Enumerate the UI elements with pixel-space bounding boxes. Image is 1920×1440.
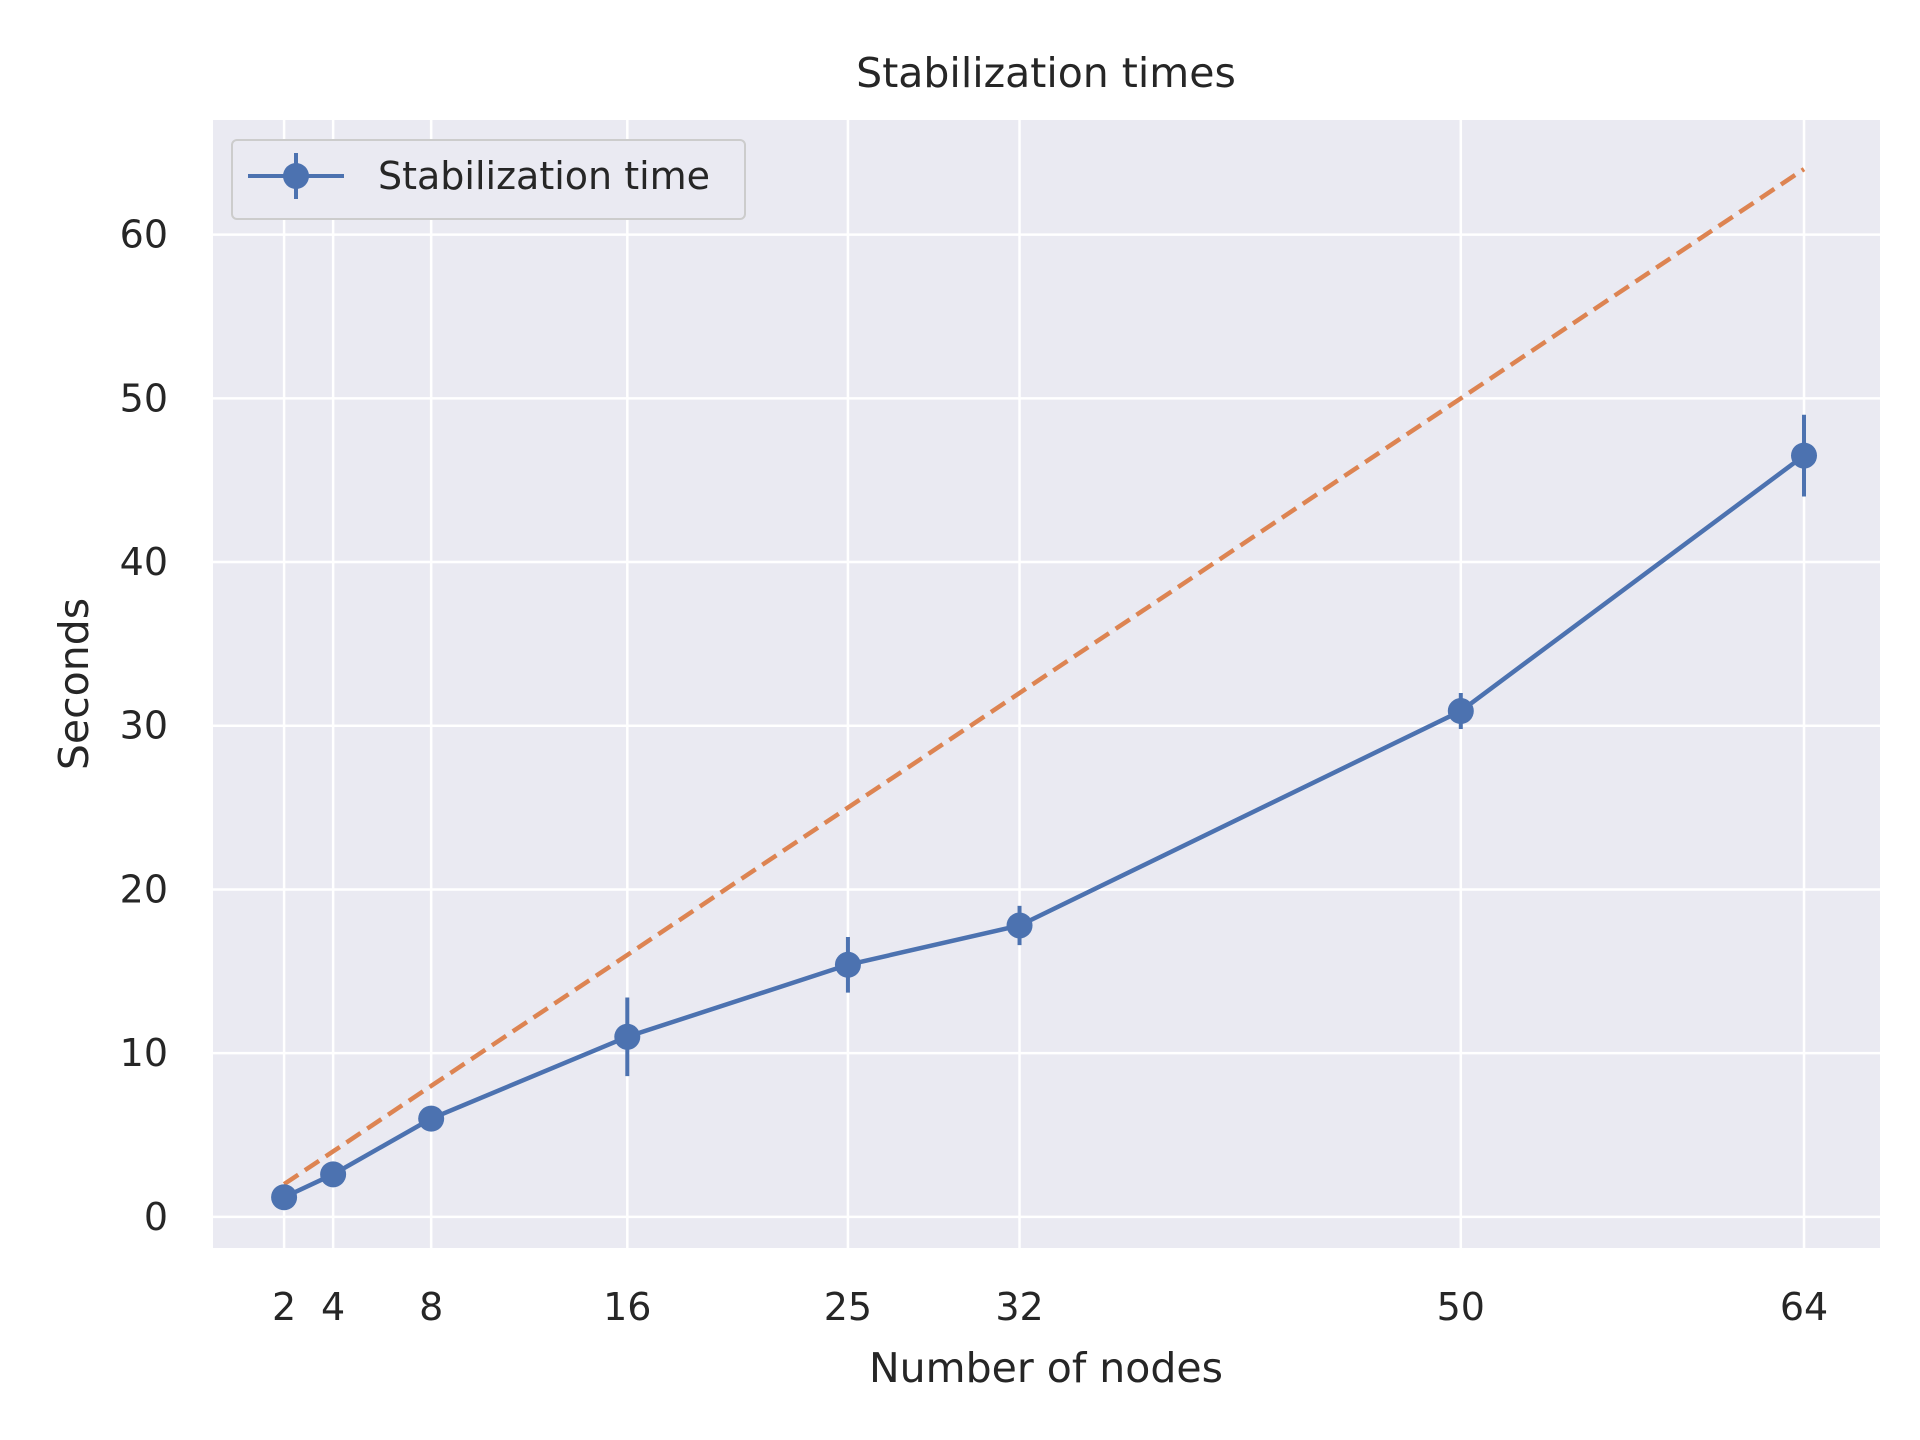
x-tick-label: 64	[1780, 1285, 1828, 1329]
data-point	[271, 1184, 298, 1211]
legend: Stabilization time	[231, 139, 746, 220]
legend-box	[231, 139, 746, 220]
tick-labels: 2 4 8 16 25 32 50 64 0 10 20 30 40 50 60	[120, 213, 1829, 1329]
stabilization-time-line	[283, 453, 1806, 1200]
data-point	[320, 1161, 347, 1188]
data-point	[1006, 912, 1033, 939]
y-tick-label: 50	[120, 376, 168, 420]
data-point	[834, 951, 861, 978]
plot-area	[213, 120, 1880, 1248]
x-tick-label: 2	[272, 1285, 296, 1329]
x-tick-label: 25	[824, 1285, 872, 1329]
x-axis-label: Number of nodes	[869, 1344, 1223, 1392]
data-point	[1791, 442, 1818, 469]
y-tick-label: 30	[120, 704, 168, 748]
legend-marker-swatch	[283, 163, 309, 189]
y-tick-label: 10	[120, 1031, 168, 1075]
x-tick-label: 50	[1437, 1285, 1485, 1329]
y-tick-label: 0	[144, 1195, 168, 1239]
legend-label: Stabilization time	[378, 154, 710, 198]
data-point	[1447, 698, 1474, 725]
x-tick-label: 4	[321, 1285, 345, 1329]
chart-title: Stabilization times	[856, 49, 1236, 97]
x-tick-label: 32	[995, 1285, 1043, 1329]
data-point	[614, 1023, 641, 1050]
reference-dashed-line	[282, 167, 1806, 1187]
grid-lines	[213, 120, 1880, 1248]
data-point	[418, 1105, 445, 1132]
x-tick-label: 16	[603, 1285, 651, 1329]
series-layer	[271, 167, 1818, 1211]
x-tick-label: 8	[419, 1285, 443, 1329]
y-tick-label: 60	[120, 213, 168, 257]
y-axis-label: Seconds	[50, 598, 98, 770]
y-tick-label: 20	[120, 867, 168, 911]
y-tick-label: 40	[120, 540, 168, 584]
